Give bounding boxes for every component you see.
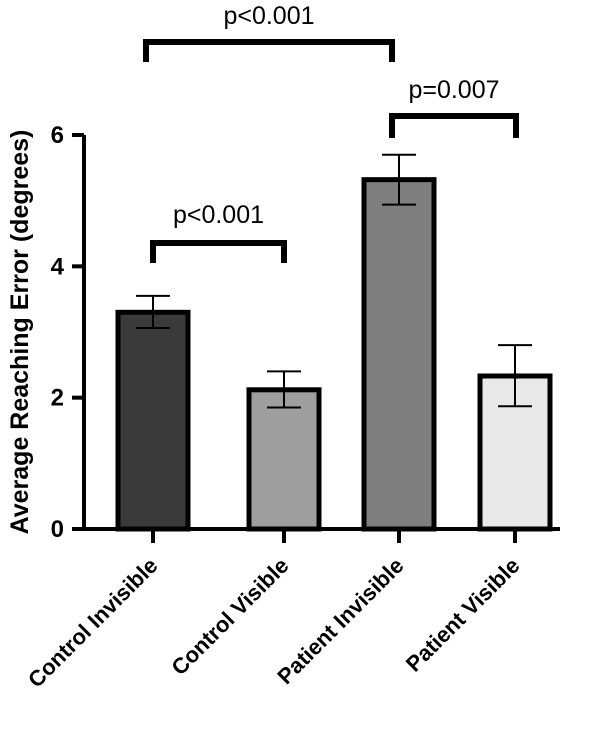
significance-bracket [389, 113, 519, 138]
x-tick-label: Patient Visible [401, 553, 525, 677]
significance-annotations-layer: p<0.001 p=0.007 p<0.001 [143, 2, 519, 263]
significance-label: p=0.007 [408, 76, 499, 104]
significance-label: p<0.001 [223, 2, 314, 30]
significance-bracket [150, 240, 287, 263]
significance-bracket [143, 39, 395, 62]
y-tick-label: 4 [51, 253, 65, 280]
bar [246, 387, 322, 532]
y-tick-label: 2 [51, 385, 64, 412]
x-tick-label: Control Visible [166, 553, 293, 680]
error-bars-layer [136, 153, 532, 409]
y-tick-label: 0 [51, 516, 64, 543]
bar [115, 309, 191, 532]
y-axis-title: Average Reaching Error (degrees) [6, 130, 34, 535]
x-tick-label: Patient Invisible [272, 553, 408, 689]
y-tick-label: 6 [51, 122, 64, 149]
bar [361, 177, 437, 532]
x-tick-label: Control Invisible [23, 553, 163, 693]
significance-label: p<0.001 [173, 201, 264, 229]
bars-layer [115, 177, 553, 532]
